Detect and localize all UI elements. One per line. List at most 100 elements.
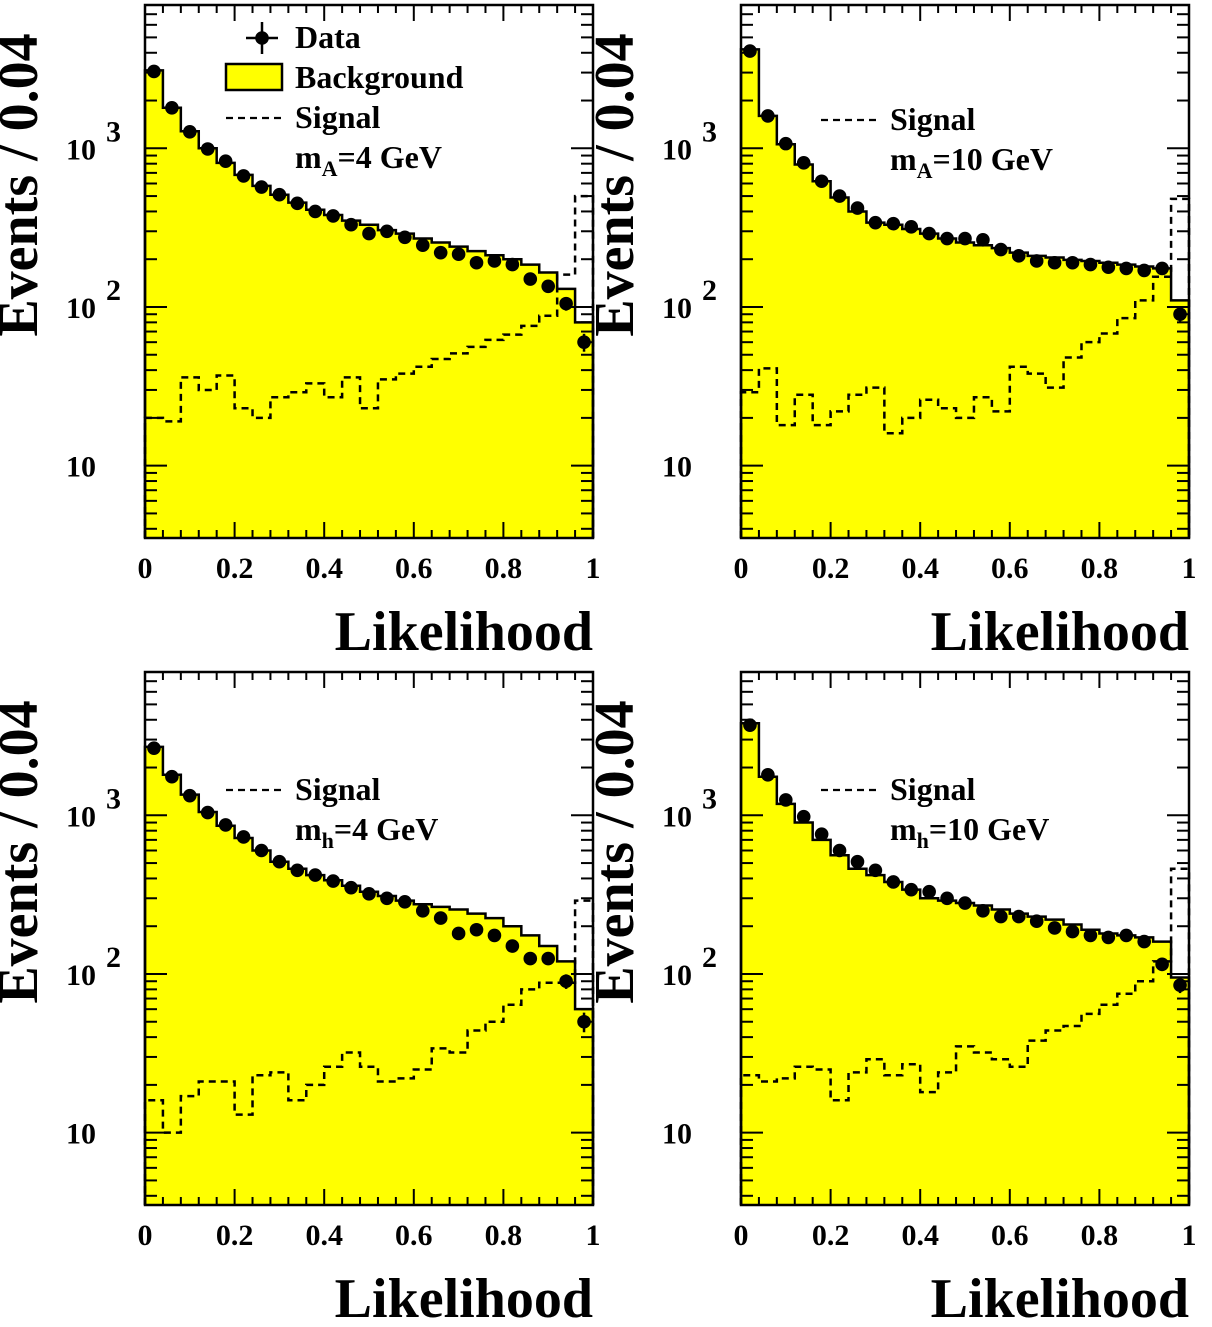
plot-frame — [739, 670, 1191, 1207]
data-point — [362, 226, 376, 241]
legend-label-background: Background — [295, 59, 464, 95]
data-point — [850, 854, 865, 869]
y-tick-label: 10 — [662, 133, 692, 166]
data-point — [451, 926, 466, 941]
data-point — [218, 818, 233, 832]
background-bar — [449, 246, 469, 538]
background-bar — [830, 855, 850, 1205]
background-bar — [431, 906, 451, 1205]
background-bar — [306, 209, 325, 539]
background-bar — [1099, 262, 1118, 538]
background-bar — [1045, 257, 1065, 538]
data-point — [505, 939, 520, 953]
background-bar — [1171, 300, 1190, 538]
y-tick-label: 10 — [66, 451, 96, 484]
y-tick-label: 10 — [662, 959, 692, 992]
background-bar — [485, 255, 504, 539]
plot-frame — [143, 3, 595, 540]
data-point — [272, 854, 287, 869]
background-bar — [1117, 264, 1136, 538]
data-point — [254, 843, 269, 858]
background-bar — [467, 913, 487, 1205]
y-tick-label: 10 — [662, 800, 692, 833]
legend: Data Background Signal mA=4 GeV — [224, 19, 464, 181]
background-bar — [1153, 268, 1172, 538]
data-point — [398, 230, 412, 245]
background-bar — [920, 898, 939, 1205]
background-bar — [377, 230, 397, 538]
x-tick-label: 0 — [734, 1219, 749, 1252]
background-bar — [575, 322, 594, 538]
background-bar — [216, 162, 236, 538]
data-point — [761, 767, 775, 782]
y-tick-label: 10 — [66, 1118, 96, 1151]
background-bar — [216, 825, 236, 1205]
legend-background-swatch — [224, 62, 284, 92]
data-point — [1155, 957, 1169, 972]
data-point — [1065, 255, 1080, 270]
background-bar — [1099, 933, 1118, 1205]
signal-line — [143, 899, 595, 1205]
background-bar — [866, 875, 885, 1205]
background-bar — [812, 839, 832, 1205]
x-tick-label: 0.4 — [901, 552, 939, 585]
background-bar — [270, 194, 289, 538]
x-tick-label: 1 — [586, 552, 601, 585]
data-point — [290, 196, 305, 211]
background-bar — [198, 811, 218, 1205]
x-tick-label: 0.6 — [991, 1219, 1029, 1252]
background-bar — [234, 837, 254, 1205]
background-bar — [741, 49, 760, 538]
background-bar — [758, 776, 778, 1205]
x-tick-label: 0.2 — [216, 552, 254, 585]
background-bar — [884, 224, 903, 539]
data-point — [523, 951, 538, 966]
data-point — [1155, 261, 1169, 276]
x-tick-label: 0.6 — [395, 1219, 433, 1252]
data-point — [743, 718, 757, 732]
background-bar — [198, 148, 218, 538]
legend-data-marker — [255, 31, 269, 45]
legend-mass-label: mh=4 GeV — [295, 811, 438, 853]
x-tick-label: 0.4 — [901, 1219, 939, 1252]
panel-3: 0 0.2 0.4 0.6 0.8 1 10 10 2 10 3 Likelihood Events /… — [0, 670, 601, 1327]
background-bar — [1009, 252, 1029, 539]
x-tick-label: 0.2 — [812, 552, 850, 585]
background-bar — [162, 107, 182, 538]
background-bar — [288, 868, 307, 1205]
data-point — [200, 142, 215, 156]
background-bar — [902, 229, 921, 538]
background-bar — [449, 909, 469, 1205]
y-tick-label: 10 — [662, 451, 692, 484]
background-bar — [521, 935, 540, 1205]
background-bar — [973, 905, 993, 1205]
background-bar — [180, 131, 200, 538]
data-point — [183, 125, 197, 139]
y-tick-label: 10 — [66, 959, 96, 992]
data-point — [796, 156, 811, 170]
background-bar — [1009, 913, 1029, 1205]
background-bar — [324, 214, 343, 539]
data-point — [272, 187, 287, 202]
legend-label-signal: Signal — [890, 771, 975, 807]
legend-mass-label: mh=10 GeV — [890, 811, 1049, 853]
data-point — [1137, 934, 1151, 949]
y-tick-exponent: 2 — [106, 274, 121, 307]
background-bar — [902, 889, 921, 1205]
data-point — [976, 904, 990, 918]
data-point — [922, 884, 936, 899]
data-point — [1029, 914, 1044, 929]
data-point — [1119, 928, 1134, 943]
background-bar — [431, 242, 451, 538]
background-bar — [1081, 929, 1100, 1205]
x-axis-title: Likelihood — [335, 601, 593, 663]
x-tick-label: 0.2 — [216, 1219, 254, 1252]
background-outline — [143, 69, 595, 538]
background-bar — [521, 264, 540, 538]
background-bar — [866, 222, 885, 539]
data-point — [958, 231, 972, 246]
data-point — [236, 830, 251, 844]
background-bar — [991, 909, 1011, 1205]
data-point — [814, 174, 829, 189]
x-tick-label: 1 — [1182, 552, 1197, 585]
